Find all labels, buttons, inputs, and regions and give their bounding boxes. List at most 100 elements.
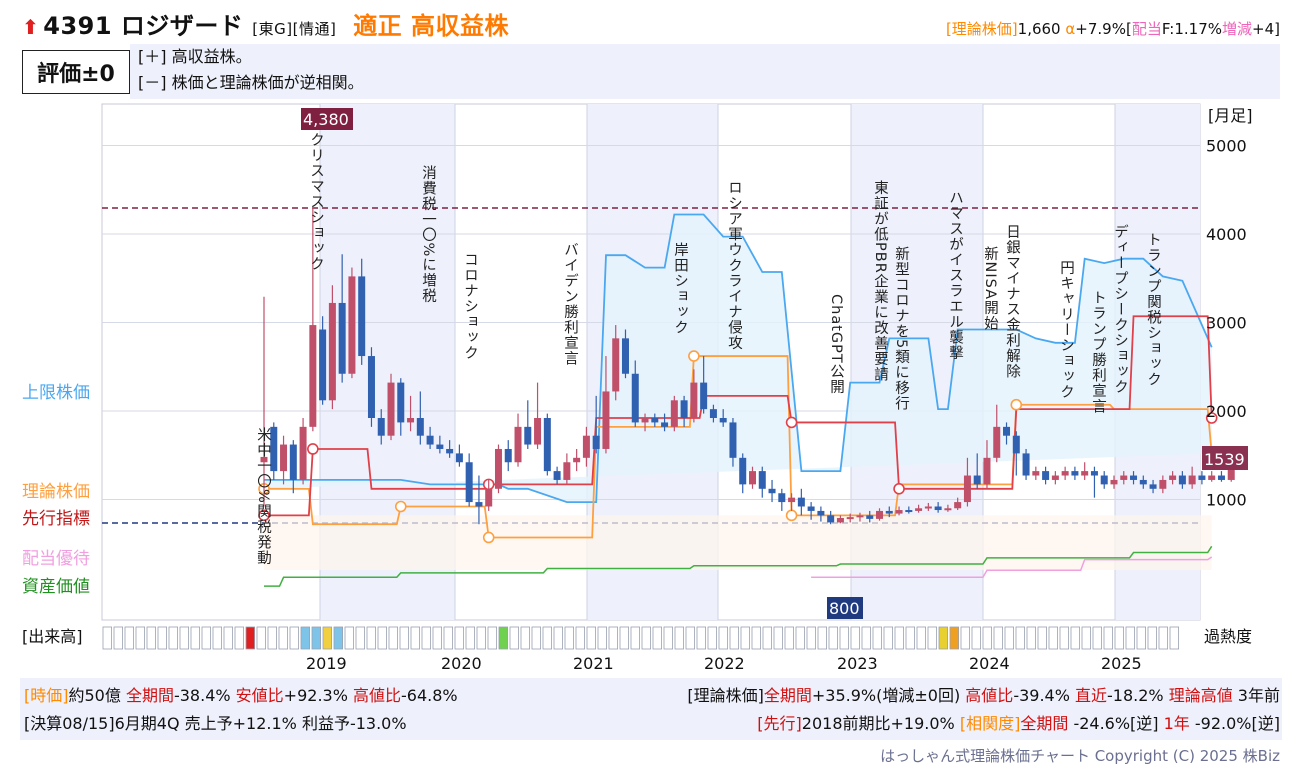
candle-body (729, 422, 737, 458)
alpha-label: α (1065, 20, 1076, 38)
volume-cell (333, 626, 344, 650)
candle-body (905, 510, 913, 513)
footer-line-1: [時価]約50億 全期間-38.4% 安値比+92.3% 高値比-64.8% (24, 686, 458, 705)
volume-cell (718, 626, 729, 650)
asset-line (264, 545, 1213, 587)
volume-cell (993, 626, 1004, 650)
candle-body (1042, 471, 1050, 480)
footer-theory: [理論株価]全期間+35.9%(増減±0回) 高値比-39.4% 直近-18.2… (687, 682, 1280, 706)
notes-panel: [＋] 高収益株。 [－] 株価と理論株価が逆相関。 (130, 44, 1280, 99)
candle-body (553, 471, 561, 480)
candle-body (592, 435, 600, 449)
candle-body (993, 426, 1001, 458)
candle-body (895, 510, 903, 514)
candle-body (661, 422, 669, 427)
candle-body (485, 488, 493, 507)
volume-cell (575, 626, 586, 650)
volume-cell (432, 626, 443, 650)
volume-cell (1092, 626, 1103, 650)
candle-body (1188, 475, 1196, 485)
volume-cell (553, 626, 564, 650)
candle-body (1208, 475, 1216, 480)
event-label-12: 日銀マイナス金利解除 (1004, 224, 1020, 379)
year-label-2025: 2025 (1101, 654, 1142, 673)
volume-cell (663, 626, 674, 650)
change-value: +4] (1252, 20, 1280, 38)
volume-cell (729, 626, 740, 650)
candle-body (612, 338, 620, 392)
candle-body (631, 373, 639, 423)
volume-cell (531, 626, 542, 650)
candle-body (446, 448, 454, 454)
label-theory: 理論株価 (22, 482, 90, 502)
candle-body (788, 497, 796, 503)
volume-cell (157, 626, 168, 650)
candle-body (1139, 479, 1147, 485)
footer-line-4: [先行]2018前期比+19.0% [相関度]全期間 -24.6%[逆] 1年 … (757, 714, 1280, 733)
volume-cell (113, 626, 124, 650)
candle-body (465, 462, 473, 503)
volume-cell (278, 626, 289, 650)
volume-cell (784, 626, 795, 650)
candle-body (1003, 426, 1011, 436)
candle-body (319, 329, 327, 401)
volume-cell (520, 626, 531, 650)
volume-cell (839, 626, 850, 650)
volume-cell (223, 626, 234, 650)
volume-label: [出来高] (22, 627, 83, 646)
volume-cell (872, 626, 883, 650)
volume-cell (1158, 626, 1169, 650)
event-label-13: 円キャリーショック (1058, 260, 1074, 400)
volume-cell (641, 626, 652, 650)
candle-body (338, 302, 346, 374)
label-upper: 上限株価 (22, 383, 90, 403)
volume-cell (322, 626, 333, 650)
volume-cell (795, 626, 806, 650)
candle-body (954, 502, 962, 509)
candle-body (924, 506, 932, 509)
candle-body (1110, 479, 1118, 485)
volume-cell (355, 626, 366, 650)
candle-body (1149, 484, 1157, 489)
volume-cell (949, 626, 960, 650)
event-label-9: 新型コロナを5類に移行 (893, 246, 909, 412)
dividend-value: F:1.17% (1161, 20, 1223, 38)
candle-body (582, 435, 590, 458)
y-tick-4000: 4000 (1206, 225, 1247, 244)
volume-cell (102, 626, 113, 650)
series-marker-12 (1205, 412, 1218, 424)
volume-cell (1015, 626, 1026, 650)
series-marker-11 (893, 482, 905, 495)
candle-body (1217, 475, 1225, 480)
rating-badge: 評価±0 (22, 50, 130, 94)
footer-leading: [先行]2018前期比+19.0% [相関度]全期間 -24.6%[逆] 1年 … (757, 710, 1280, 734)
change-label: 増減 (1222, 20, 1253, 38)
candle-body (817, 510, 825, 516)
candle-body (1130, 475, 1138, 480)
volume-cell (289, 626, 300, 650)
year-label-2021: 2021 (573, 654, 614, 673)
candle-body (700, 382, 708, 410)
candle-body (524, 426, 532, 445)
volume-cell (564, 626, 575, 650)
event-label-14: トランプ勝利宣言 (1090, 290, 1106, 414)
event-label-11: 新NISA開始 (982, 246, 998, 331)
volume-cell (498, 626, 509, 650)
volume-cell (817, 626, 828, 650)
high-label-bg (301, 108, 353, 130)
year-label-2024: 2024 (969, 654, 1010, 673)
volume-cell (619, 626, 630, 650)
volume-cell (960, 626, 971, 650)
volume-cell (377, 626, 388, 650)
candle-body (494, 448, 502, 489)
volume-cell (212, 626, 223, 650)
volume-cell (1136, 626, 1147, 650)
volume-cell (707, 626, 718, 650)
volume-cell (146, 626, 157, 650)
candle-body (1061, 471, 1069, 476)
candle-body (797, 497, 805, 507)
candle-body (846, 517, 854, 520)
candle-body (739, 457, 747, 485)
heat-label: 過熱度 (1204, 627, 1252, 646)
stock-name: 4391 ロジザード (43, 12, 244, 40)
